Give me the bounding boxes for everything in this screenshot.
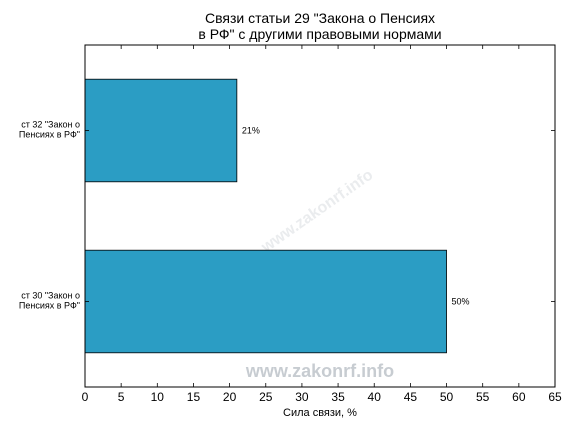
x-tick-label: 60: [512, 390, 526, 404]
x-tick-label: 20: [223, 390, 237, 404]
category-label: Пенсиях в РФ": [19, 301, 80, 311]
data-label: 50%: [452, 297, 470, 307]
x-tick-label: 65: [548, 390, 562, 404]
watermark-text: www.zakonrf.info: [245, 361, 394, 381]
category-label: ст 32 "Закон о: [21, 120, 80, 130]
category-label: Пенсиях в РФ": [19, 130, 80, 140]
plot-frame: [84, 44, 556, 388]
chart-title-line-1: Связи статьи 29 "Закона о Пенсиях: [204, 10, 436, 26]
x-tick-label: 40: [368, 390, 382, 404]
watermark-diagonal-text: www.zakonrf.info: [258, 166, 377, 256]
data-label: 21%: [242, 126, 260, 136]
bar: [84, 78, 238, 183]
x-tick-label: 5: [118, 390, 125, 404]
x-tick-label: 10: [151, 390, 165, 404]
x-tick-label: 55: [476, 390, 490, 404]
x-tick-label: 45: [404, 390, 418, 404]
chart-title-line-2: в РФ" с другими правовыми нормами: [198, 26, 442, 42]
x-tick-label: 0: [82, 390, 89, 404]
x-tick-label: 30: [295, 390, 309, 404]
x-tick-label: 25: [259, 390, 273, 404]
category-label: ст 30 "Закон о: [21, 291, 80, 301]
x-tick-label: 35: [331, 390, 345, 404]
x-tick-label: 50: [440, 390, 454, 404]
x-axis-title: Сила связи, %: [283, 407, 357, 419]
x-tick-label: 15: [187, 390, 201, 404]
bar: [84, 249, 447, 354]
